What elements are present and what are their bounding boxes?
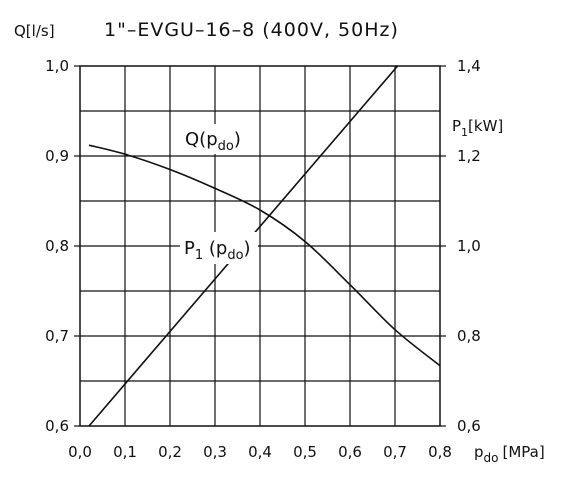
right-axis-label-main: P — [452, 117, 461, 135]
y-left-tick-label: 0,6 — [45, 417, 69, 435]
y-right-tick-label: 1,4 — [457, 57, 481, 75]
y-right-tick-label: 1,2 — [457, 147, 481, 165]
y-right-tick-label: 1,0 — [457, 237, 481, 255]
p-curve-label-sub2: do — [227, 248, 243, 263]
y-right-tick-label: 0,6 — [457, 417, 481, 435]
right-axis-label-unit: [kW] — [468, 117, 503, 135]
x-tick-label: 0,1 — [113, 443, 137, 461]
left-axis-label: Q[l/s] — [14, 22, 55, 40]
chart-title: 1"–EVGU–16–8 (400V, 50Hz) — [104, 19, 399, 41]
x-axis-label: pdo [MPa] — [474, 443, 545, 465]
right-axis-label-sub: 1 — [461, 126, 468, 139]
p-label-bg-rect — [180, 232, 258, 264]
q-curve-label-background — [182, 124, 250, 154]
x-axis-label-sub: do — [484, 451, 499, 465]
q-curve-label: Q(pdo) — [185, 129, 241, 154]
x-tick-label: 0,8 — [428, 443, 452, 461]
p-curve-label-mid: (p — [203, 238, 227, 259]
p-curve-line — [88, 66, 399, 426]
x-tick-label: 0,0 — [68, 443, 92, 461]
q-curve-label-main: Q(p — [185, 129, 218, 150]
y-left-tick-label: 0,7 — [45, 327, 69, 345]
x-tick-label: 0,3 — [203, 443, 227, 461]
q-label-bg-rect — [182, 124, 250, 154]
x-tick-label: 0,2 — [158, 443, 182, 461]
x-tick-label: 0,4 — [248, 443, 272, 461]
x-tick-label: 0,6 — [338, 443, 362, 461]
x-axis-label-main: p — [474, 443, 484, 461]
y-left-tick-label: 0,9 — [45, 147, 69, 165]
p-curve-label-rest: ) — [244, 238, 251, 259]
p-curve-label-background — [180, 232, 258, 264]
y-left-tick-label: 1,0 — [45, 57, 69, 75]
series-group — [88, 66, 440, 426]
tick-labels: 0,0 0,1 0,2 0,3 0,4 0,5 0,6 0,7 0,8 0,6 0,7 0,8 0,9 1… — [45, 57, 481, 461]
y-left-tick-label: 0,8 — [45, 237, 69, 255]
y-right-tick-label: 0,8 — [457, 327, 481, 345]
q-curve-label-sub: do — [218, 139, 234, 154]
grid — [80, 66, 440, 426]
p-curve-label: P1 (pdo) — [184, 238, 251, 263]
x-tick-label: 0,5 — [293, 443, 317, 461]
x-tick-label: 0,7 — [383, 443, 407, 461]
p-curve-label-sub1: 1 — [195, 248, 203, 263]
x-axis-label-unit: [MPa] — [503, 443, 545, 461]
q-curve-line — [88, 144, 440, 367]
right-axis-label: P1[kW] — [452, 117, 503, 139]
q-curve-label-rest: ) — [234, 129, 241, 150]
p-curve-label-main: P — [184, 238, 195, 259]
